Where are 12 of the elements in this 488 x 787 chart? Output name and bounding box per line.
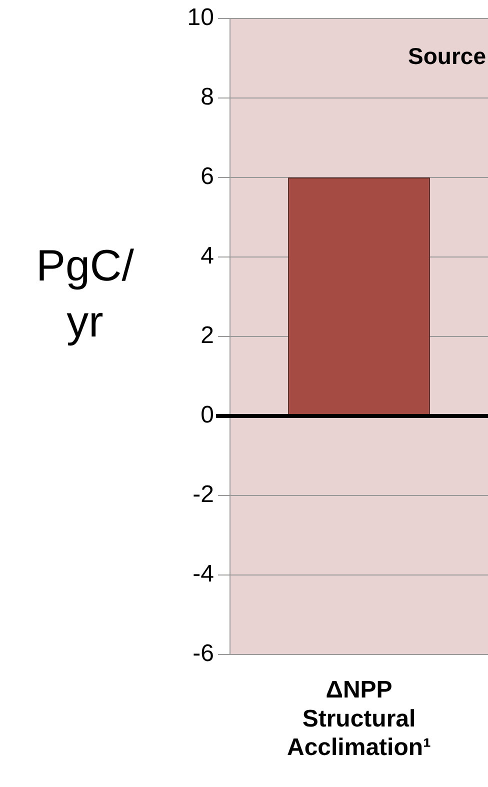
y-tick-label: 10 xyxy=(187,4,214,32)
y-axis-title: PgC/ yr xyxy=(36,242,135,347)
y-tick-label: 6 xyxy=(200,163,214,190)
band-label: Source xyxy=(408,43,486,70)
y-tick-label: 2 xyxy=(200,322,214,350)
y-tick-label: 8 xyxy=(200,84,214,111)
x-tick-label: ΔNPP Structural Acclimation¹ xyxy=(286,676,432,762)
y-tick-label: 4 xyxy=(200,242,214,270)
y-tick-label: -2 xyxy=(192,481,214,508)
y-tick-label: -6 xyxy=(192,640,214,668)
y-tick-label: -4 xyxy=(192,560,214,588)
y-tick-label: 0 xyxy=(200,402,214,429)
